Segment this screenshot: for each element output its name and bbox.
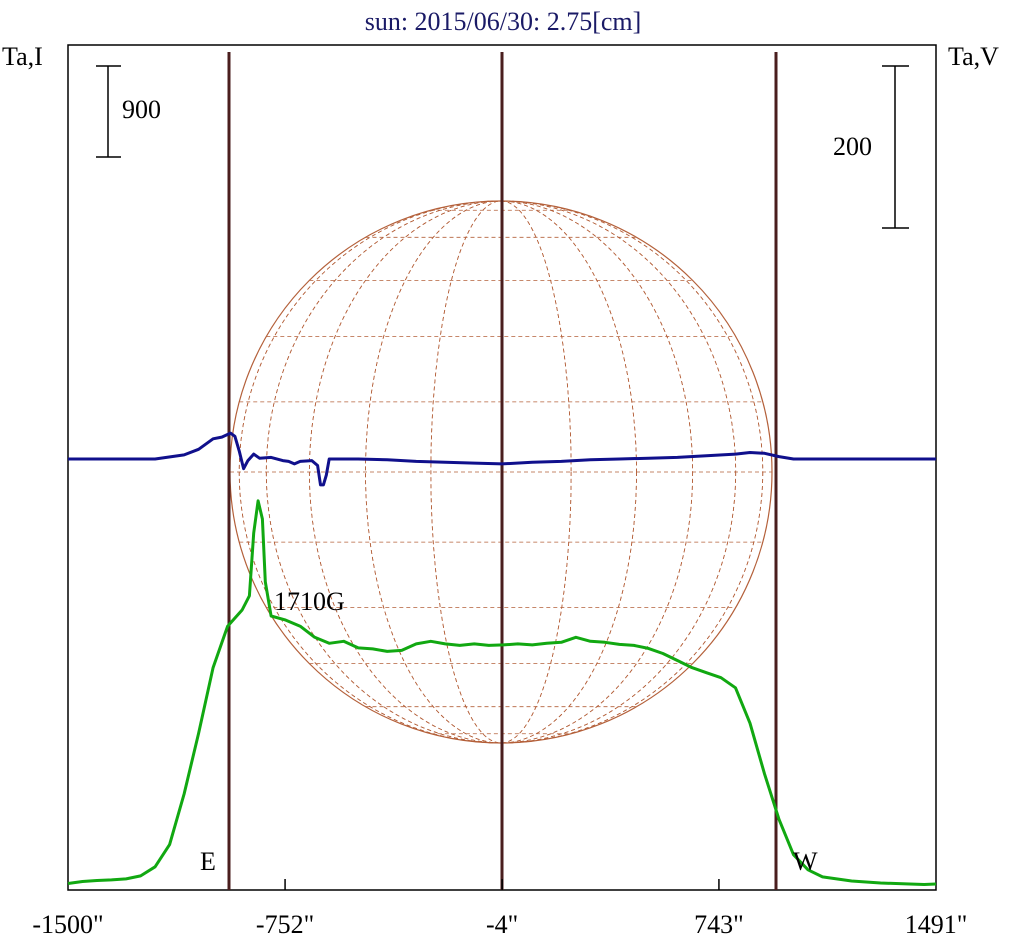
longitude-line: [365, 200, 637, 744]
annotation-1710g: 1710G: [274, 587, 345, 616]
limb-label-west: W: [793, 847, 818, 876]
intensity-series-line: [67, 499, 937, 886]
left-scale-value: 900: [122, 95, 161, 124]
x-axis-ticks: -1500" -752" -4" 743" 1491": [32, 879, 967, 939]
left-scale-bar: 900: [96, 65, 161, 158]
right-scale-value: 200: [833, 132, 872, 161]
polarization-series-line: [68, 431, 936, 487]
x-tick-label: -4": [486, 910, 518, 939]
x-tick-label: -752": [256, 910, 314, 939]
left-axis-label: Ta,I: [2, 42, 43, 71]
x-tick-label: -1500": [32, 910, 103, 939]
chart-title: sun: 2015/06/30: 2.75[cm]: [365, 7, 642, 36]
right-scale-bar: 200: [833, 65, 909, 229]
limb-label-east: E: [200, 847, 216, 876]
x-tick-label: 1491": [905, 910, 968, 939]
right-axis-label: Ta,V: [948, 42, 999, 71]
longitude-line: [430, 200, 572, 744]
limb-markers: [227, 52, 778, 890]
x-tick-label: 743": [694, 910, 744, 939]
series-lines: [67, 431, 937, 886]
